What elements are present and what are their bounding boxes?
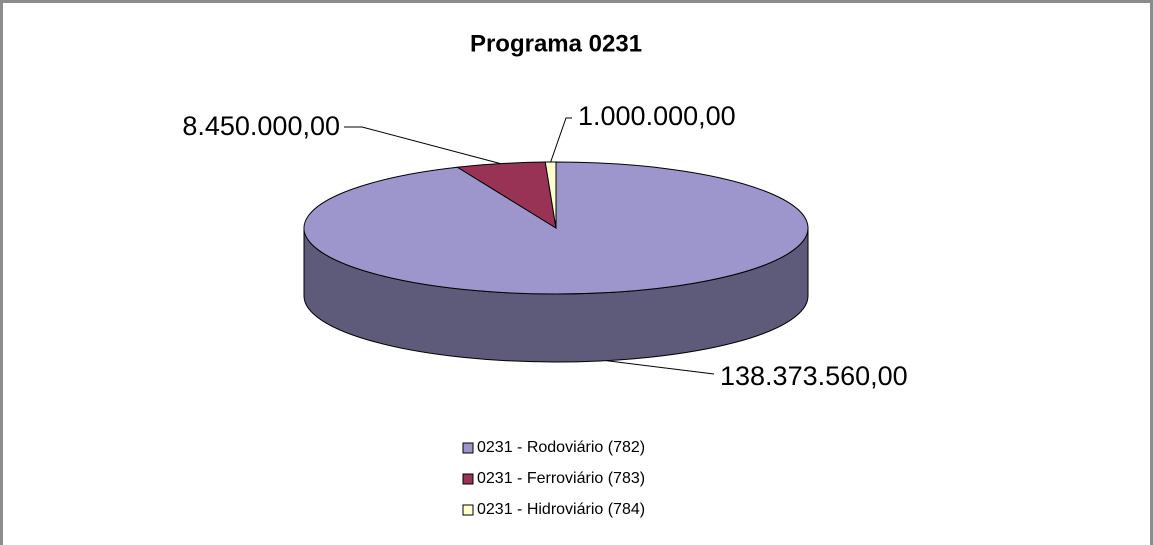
chart-title: Programa 0231 [470, 30, 642, 57]
legend-swatch [462, 504, 474, 516]
legend-swatch [462, 473, 474, 485]
legend-swatch [462, 442, 474, 454]
legend-label: 0231 - Hidroviário (784) [477, 501, 645, 518]
pie-slice [544, 161, 557, 229]
data-label: 138.373.560,00 [720, 361, 908, 391]
legend-label: 0231 - Ferroviário (783) [477, 470, 645, 487]
legend-label: 0231 - Rodoviário (782) [477, 439, 645, 456]
data-label: 1.000.000,00 [578, 101, 736, 131]
data-label: 8.450.000,00 [182, 111, 340, 141]
leader-line [606, 360, 715, 375]
leader-line [550, 117, 572, 163]
leader-line [344, 126, 501, 165]
